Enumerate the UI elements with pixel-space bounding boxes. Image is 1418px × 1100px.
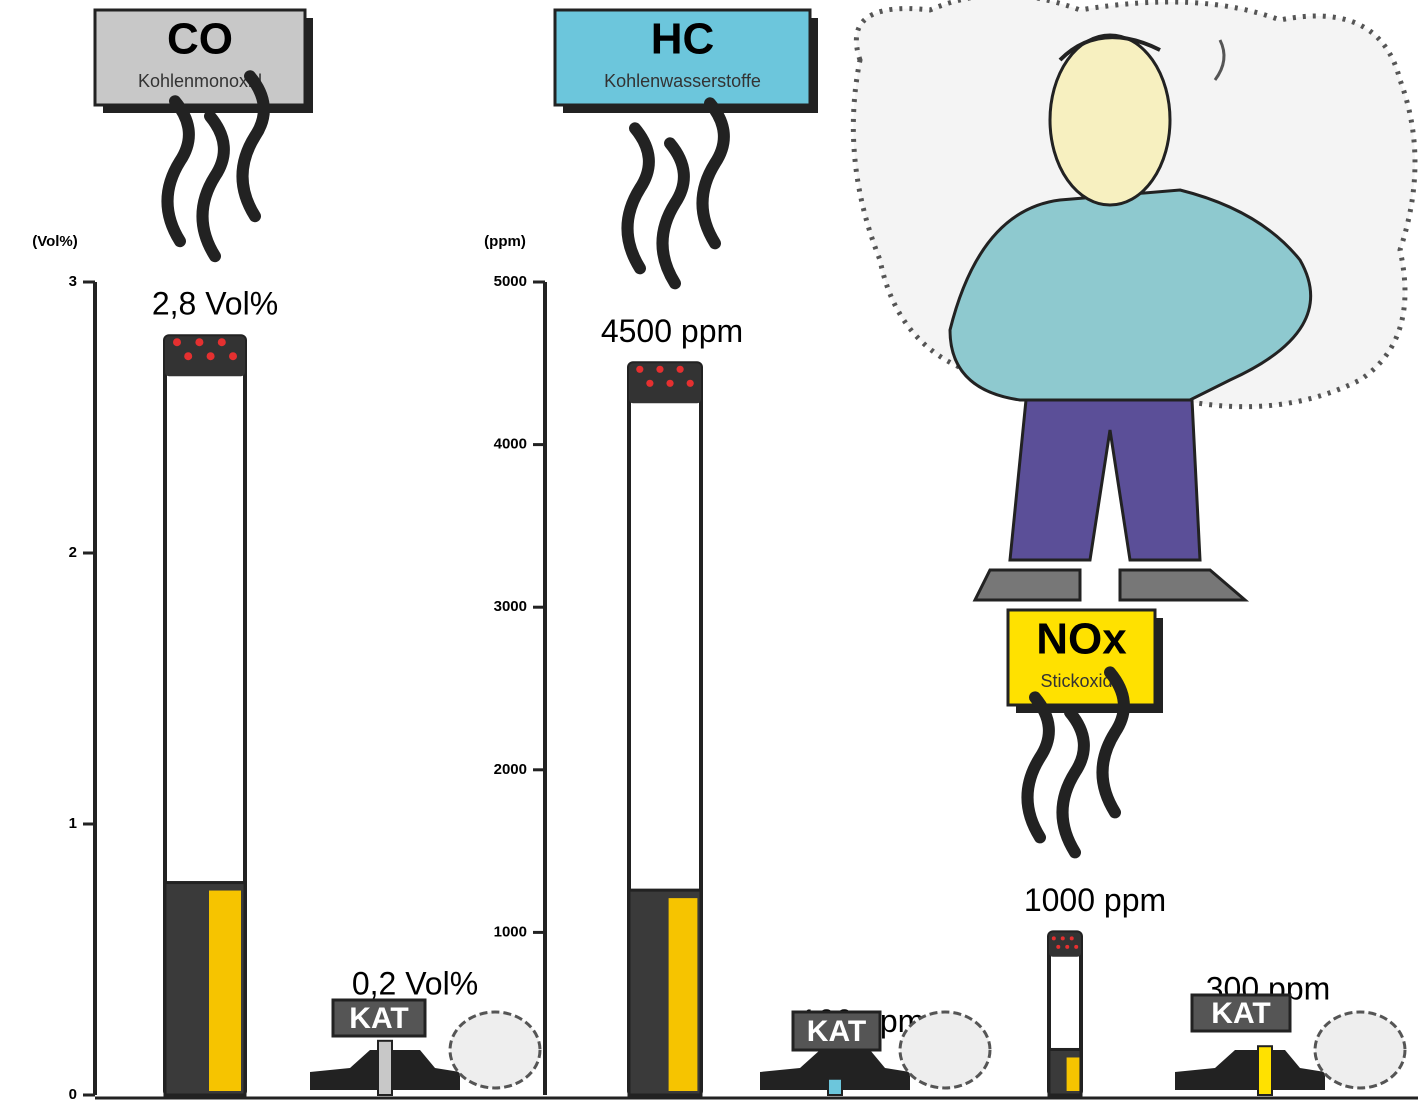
smoke-wisp bbox=[1063, 712, 1084, 852]
value-label: 0,2 Vol% bbox=[352, 965, 478, 1001]
ember-glow bbox=[1065, 945, 1069, 949]
smoke-wisp bbox=[203, 116, 224, 256]
category-label: KAT bbox=[807, 1015, 866, 1048]
ember-glow bbox=[1056, 945, 1060, 949]
ember-glow bbox=[184, 352, 192, 360]
ember-glow bbox=[687, 380, 694, 387]
chart-subtitle: Kohlenwasserstoffe bbox=[604, 71, 761, 91]
exhaust-cloud bbox=[900, 1012, 990, 1088]
y-tick-label: 4000 bbox=[494, 436, 527, 453]
category-label: KAT bbox=[1211, 997, 1270, 1030]
y-tick-label: 1000 bbox=[494, 923, 527, 940]
chart-title: NOx bbox=[1036, 615, 1127, 664]
bar bbox=[828, 1079, 842, 1095]
value-label: 2,8 Vol% bbox=[152, 286, 278, 322]
ember-glow bbox=[1070, 936, 1074, 940]
bar bbox=[1258, 1046, 1272, 1095]
y-tick-label: 3 bbox=[69, 273, 77, 290]
chart-title: CO bbox=[167, 15, 233, 64]
ember-glow bbox=[195, 338, 203, 346]
y-tick-label: 3000 bbox=[494, 598, 527, 615]
ember-glow bbox=[677, 366, 684, 373]
ember-glow bbox=[656, 366, 663, 373]
ember-glow bbox=[1061, 936, 1065, 940]
ember-glow bbox=[1074, 945, 1078, 949]
y-axis-label: (Vol%) bbox=[32, 233, 78, 250]
smoke-wisp bbox=[628, 128, 649, 268]
ember-glow bbox=[218, 338, 226, 346]
exhaust-cloud bbox=[1315, 1012, 1405, 1088]
y-axis-label: (ppm) bbox=[484, 233, 526, 250]
y-tick-label: 5000 bbox=[494, 273, 527, 290]
category-label: KAT bbox=[349, 1002, 408, 1035]
y-tick-label: 0 bbox=[69, 1086, 77, 1100]
smoke-wisp bbox=[663, 143, 684, 283]
y-tick-label: 2000 bbox=[494, 761, 527, 778]
ember-glow bbox=[173, 338, 181, 346]
smoke-wisp bbox=[168, 101, 189, 241]
filter-tip bbox=[209, 891, 241, 1091]
y-tick-label: 2 bbox=[69, 544, 77, 561]
chart-subtitle: Kohlenmonoxid bbox=[138, 71, 262, 91]
value-label: 1000 ppm bbox=[1024, 882, 1166, 918]
ember-glow bbox=[636, 366, 643, 373]
smoke-wisp bbox=[1028, 697, 1049, 837]
ember bbox=[1049, 932, 1081, 956]
exhaust-cloud bbox=[450, 1012, 540, 1088]
ember-glow bbox=[207, 352, 215, 360]
value-label: 4500 ppm bbox=[601, 313, 743, 349]
filter-tip bbox=[1067, 1057, 1080, 1091]
ember-glow bbox=[229, 352, 237, 360]
y-tick-label: 1 bbox=[69, 815, 77, 832]
smoke-wisp bbox=[703, 103, 724, 243]
chart: CO Kohlenmonoxid (Vol%) 0 1 2 3 2,8 Vol% 0,2 Vol… bbox=[0, 0, 1418, 1100]
car-body bbox=[1175, 1050, 1325, 1090]
bar bbox=[378, 1041, 392, 1095]
ember-glow bbox=[666, 380, 673, 387]
ember-glow bbox=[1052, 936, 1056, 940]
smoke bbox=[628, 103, 724, 283]
filter-tip bbox=[669, 898, 698, 1091]
chart-title: HC bbox=[651, 15, 715, 64]
ember-glow bbox=[646, 380, 653, 387]
smoker-illustration bbox=[853, 0, 1415, 600]
